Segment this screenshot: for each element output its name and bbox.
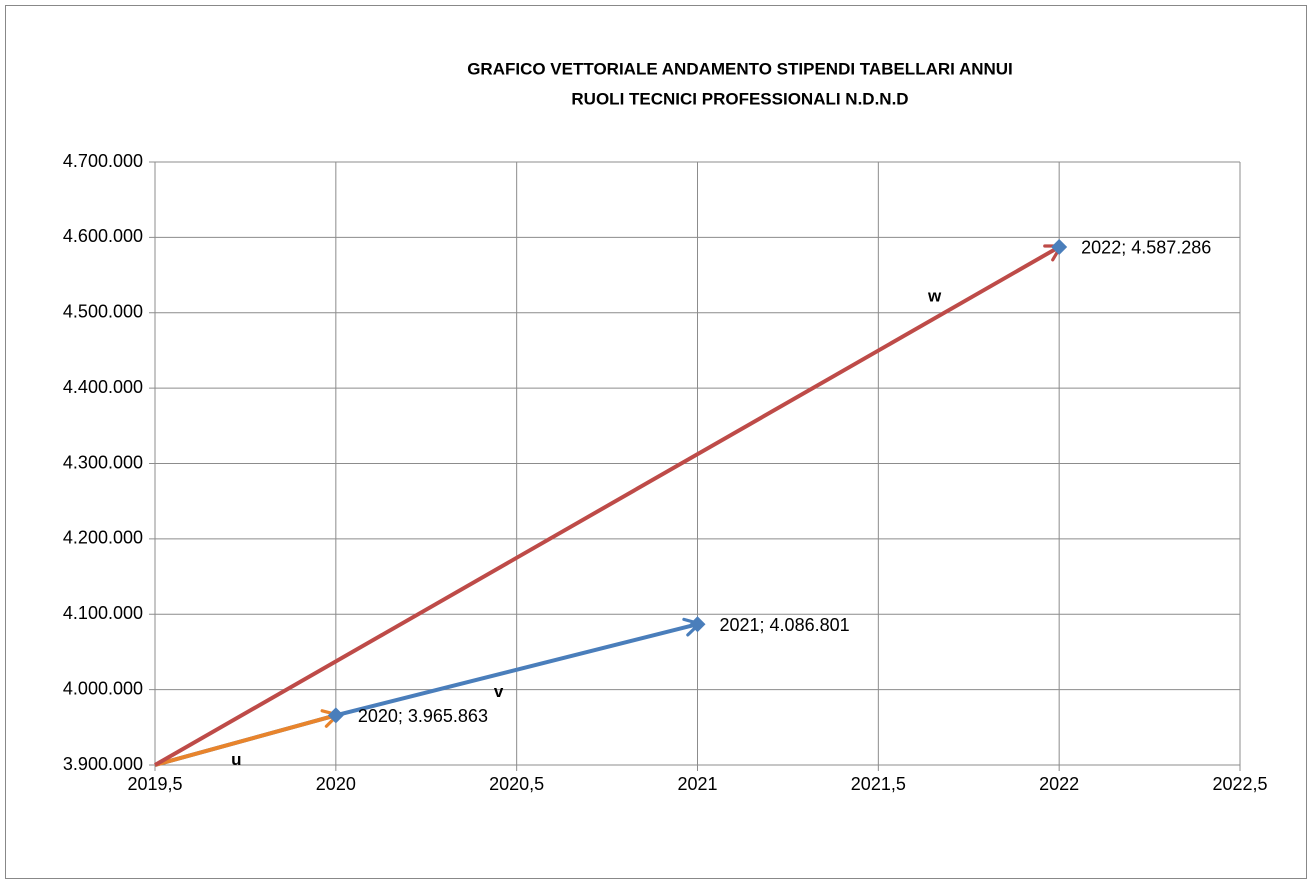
chart-title: GRAFICO VETTORIALE ANDAMENTO STIPENDI TA… [467, 59, 1013, 78]
vector-label: u [231, 750, 241, 769]
data-label: 2020; 3.965.863 [358, 706, 488, 726]
vector-line [154, 709, 341, 767]
y-tick-label: 4.400.000 [63, 377, 143, 397]
x-tick-label: 2022 [1039, 774, 1079, 794]
y-tick-label: 4.500.000 [63, 302, 143, 322]
vector-line [154, 244, 1064, 767]
x-tick-label: 2021 [677, 774, 717, 794]
chart-border [5, 5, 1307, 879]
y-tick-label: 4.700.000 [63, 151, 143, 171]
data-point [1051, 238, 1068, 255]
data-label: 2021; 4.086.801 [720, 615, 850, 635]
chart-subtitle: RUOLI TECNICI PROFESSIONALI N.D.N.D [571, 89, 908, 108]
y-tick-label: 4.600.000 [63, 226, 143, 246]
vector-label: v [494, 682, 504, 701]
x-tick-label: 2022,5 [1212, 774, 1267, 794]
x-tick-label: 2020,5 [489, 774, 544, 794]
y-tick-label: 3.900.000 [63, 754, 143, 774]
data-point [327, 707, 344, 724]
data-point [689, 616, 706, 633]
y-tick-label: 4.200.000 [63, 528, 143, 548]
x-tick-label: 2021,5 [851, 774, 906, 794]
y-tick-label: 4.300.000 [63, 452, 143, 472]
x-tick-label: 2019,5 [127, 774, 182, 794]
y-tick-label: 4.100.000 [63, 603, 143, 623]
x-tick-label: 2020 [316, 774, 356, 794]
data-label: 2022; 4.587.286 [1081, 238, 1211, 258]
y-tick-label: 4.000.000 [63, 678, 143, 698]
vector-label: w [927, 287, 942, 306]
